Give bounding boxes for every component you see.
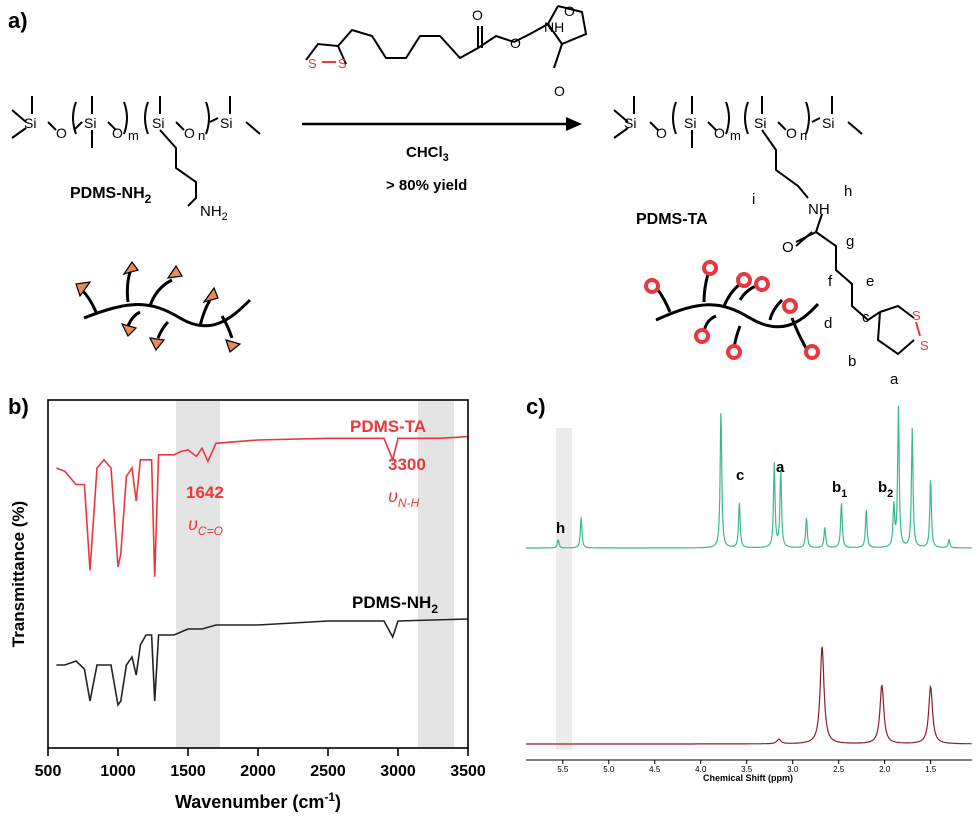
nmr-series-bottom — [526, 646, 972, 745]
nmr-plot: 5.5 5.0 4.5 4.0 3.5 3.0 2.5 2.0 1.5 — [526, 405, 972, 774]
reagent-imide-o-2: O — [554, 83, 565, 99]
disulfide-bond-product — [915, 321, 921, 337]
product-o-2: O — [714, 125, 725, 141]
reactant-n: n — [198, 128, 205, 143]
ir-series-bottom-label: PDMS-NH2 — [352, 593, 438, 616]
nmr-tick-label: 4.5 — [649, 765, 661, 774]
ir-peak-1-value: 1642 — [186, 483, 224, 502]
reactant-si-1: Si — [24, 115, 36, 131]
ir-tick-label: 1000 — [100, 763, 136, 780]
ir-y-label: Transmittance (%) — [9, 501, 28, 647]
ir-axes-frame — [47, 399, 469, 749]
nmr-tick-label: 2.0 — [879, 765, 891, 774]
reagent-imide-o-1: O — [564, 3, 575, 19]
solvent-label: CHCl3 — [406, 144, 449, 164]
product-structure — [613, 96, 915, 356]
product-o-1: O — [656, 125, 667, 141]
nmr-peak-h: h — [556, 520, 565, 537]
nmr-peak-a: a — [776, 459, 785, 476]
panel-label-b: b) — [8, 394, 29, 419]
product-m: m — [730, 128, 741, 143]
proton-label-f: f — [828, 273, 833, 290]
product-name: PDMS-TA — [636, 211, 708, 228]
reagent-carbonyl-o: O — [472, 7, 483, 23]
product-s-1: S — [912, 308, 921, 323]
product-si-2: Si — [684, 115, 696, 131]
reactant-si-2: Si — [84, 115, 96, 131]
ir-tick-label: 3500 — [450, 763, 486, 780]
panel-label-c: c) — [526, 394, 546, 419]
ir-tick-label: 500 — [35, 763, 62, 780]
proton-label-d: d — [824, 315, 832, 332]
proton-label-a: a — [890, 371, 899, 388]
ir-band-n-h — [418, 400, 454, 748]
reactant-o-1: O — [56, 125, 67, 141]
ir-x-ticks: 500 1000 1500 2000 2500 3000 3500 — [35, 748, 486, 780]
ir-x-label: Wavenumber (cm-1) — [175, 790, 341, 812]
reagent-s-2: S — [338, 56, 347, 71]
proton-label-e: e — [866, 273, 874, 290]
nmr-tick-label: 3.5 — [741, 765, 753, 774]
nmr-x-label: Chemical Shift (ppm) — [703, 773, 793, 783]
panel-label-a: a) — [8, 8, 28, 33]
nmr-tick-label: 1.5 — [925, 765, 937, 774]
reagent-s-1: S — [308, 56, 317, 71]
reactant-triangles — [75, 260, 242, 354]
ir-series-pdms-nh2 — [56, 618, 469, 708]
nmr-tick-label: 5.5 — [557, 765, 569, 774]
proton-label-g: g — [846, 233, 854, 250]
nmr-tick-label: 2.5 — [833, 765, 845, 774]
ir-series-pdms-ta — [56, 435, 469, 577]
reactant-o-3: O — [184, 125, 195, 141]
ir-tick-label: 1500 — [170, 763, 206, 780]
nmr-x-ticks: 5.5 5.0 4.5 4.0 3.5 3.0 2.5 2.0 1.5 — [557, 760, 937, 774]
reactant-structure — [11, 96, 261, 207]
product-si-1: Si — [624, 115, 636, 131]
nmr-peak-c: c — [736, 467, 744, 484]
product-nh: NH — [808, 201, 830, 218]
proton-label-c: c — [862, 309, 870, 326]
product-si-3: Si — [754, 115, 766, 131]
nmr-peak-b1: b1 — [832, 479, 847, 500]
proton-label-i: i — [752, 191, 755, 208]
reactant-o-2: O — [112, 125, 123, 141]
reagent-structure — [305, 5, 588, 69]
ir-series-top-label: PDMS-TA — [350, 417, 426, 436]
ir-tick-label: 2500 — [310, 763, 346, 780]
reactant-name: PDMS-NH2 — [70, 185, 152, 206]
ir-plot: 500 1000 1500 2000 2500 3000 3500 — [35, 399, 486, 780]
nmr-peak-b2: b2 — [878, 479, 893, 500]
ir-tick-label: 3000 — [380, 763, 416, 780]
product-n: n — [800, 128, 807, 143]
product-si-4: Si — [822, 115, 834, 131]
ir-band-c-o — [176, 400, 220, 748]
nmr-tick-label: 4.0 — [695, 765, 707, 774]
product-s-2: S — [920, 338, 929, 353]
product-circles — [644, 260, 820, 360]
proton-label-b: b — [848, 353, 856, 370]
product-carbonyl-o: O — [782, 239, 794, 256]
nmr-series-top — [526, 405, 972, 549]
reactant-nh2: NH2 — [200, 203, 228, 223]
product-o-3: O — [786, 125, 797, 141]
ir-peak-2-mode: υN-H — [388, 486, 420, 510]
ir-tick-label: 2000 — [240, 763, 276, 780]
proton-label-h: h — [844, 183, 852, 200]
nmr-tick-label: 5.0 — [603, 765, 615, 774]
reagent-n: NH — [544, 19, 564, 35]
nmr-band-h — [556, 428, 572, 750]
reagent-ester-o: O — [510, 35, 521, 51]
ir-peak-1-mode: υC=O — [188, 514, 223, 538]
ir-peak-2-value: 3300 — [388, 455, 426, 474]
reaction-arrow — [302, 117, 582, 131]
reactant-si-4: Si — [220, 115, 232, 131]
reactant-si-3: Si — [152, 115, 164, 131]
reactant-m: m — [128, 128, 139, 143]
reactant-cartoon — [80, 271, 252, 339]
nmr-tick-label: 3.0 — [787, 765, 799, 774]
yield-label: > 80% yield — [386, 177, 467, 194]
